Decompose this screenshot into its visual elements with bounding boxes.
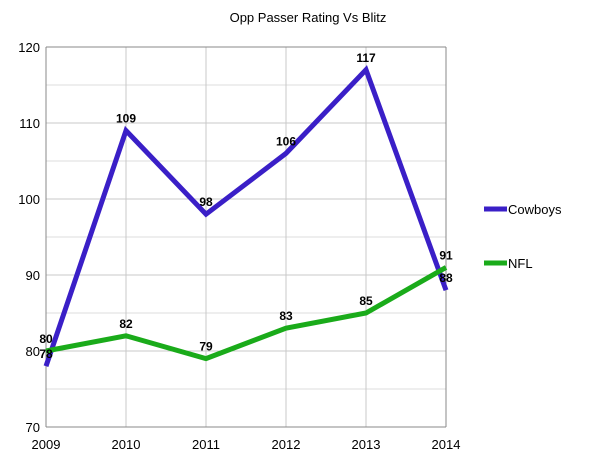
series-line-cowboys — [43, 65, 449, 368]
data-label-cowboys: 88 — [439, 271, 453, 285]
data-label-cowboys: 106 — [276, 134, 296, 148]
legend: Cowboys NFL — [484, 202, 562, 271]
x-tick-label: 2010 — [112, 437, 141, 452]
x-tick-label: 2012 — [272, 437, 301, 452]
data-labels: 78 109 98 106 117 88 80 82 79 83 85 91 — [39, 51, 453, 361]
data-label-cowboys: 98 — [199, 195, 213, 209]
chart-title: Opp Passer Rating Vs Blitz — [230, 10, 387, 25]
data-label-nfl: 79 — [199, 340, 213, 354]
y-tick-label: 90 — [26, 268, 40, 283]
data-label-cowboys: 78 — [39, 347, 53, 361]
x-tick-label: 2013 — [352, 437, 381, 452]
y-tick-label: 100 — [18, 192, 40, 207]
data-label-nfl: 82 — [119, 317, 133, 331]
data-label-nfl: 85 — [359, 294, 373, 308]
legend-label-nfl: NFL — [508, 256, 533, 271]
legend-label-cowboys: Cowboys — [508, 202, 562, 217]
gridlines — [45, 46, 447, 428]
data-label-cowboys: 117 — [356, 51, 376, 65]
y-axis-ticks: 70 80 90 100 110 120 — [18, 40, 40, 435]
y-tick-label: 110 — [19, 116, 40, 131]
y-tick-label: 70 — [26, 420, 40, 435]
data-label-nfl: 83 — [279, 309, 293, 323]
series-group — [43, 65, 449, 368]
x-tick-label: 2011 — [192, 437, 220, 452]
y-tick-label: 120 — [18, 40, 40, 55]
x-tick-label: 2009 — [32, 437, 61, 452]
x-tick-label: 2014 — [432, 437, 461, 452]
series-line-nfl — [45, 265, 448, 362]
data-label-cowboys: 109 — [116, 112, 136, 126]
y-tick-label: 80 — [26, 344, 40, 359]
data-label-nfl: 91 — [439, 248, 453, 262]
data-label-nfl: 80 — [39, 332, 53, 346]
x-axis-ticks: 2009 2010 2011 2012 2013 2014 — [32, 437, 461, 452]
